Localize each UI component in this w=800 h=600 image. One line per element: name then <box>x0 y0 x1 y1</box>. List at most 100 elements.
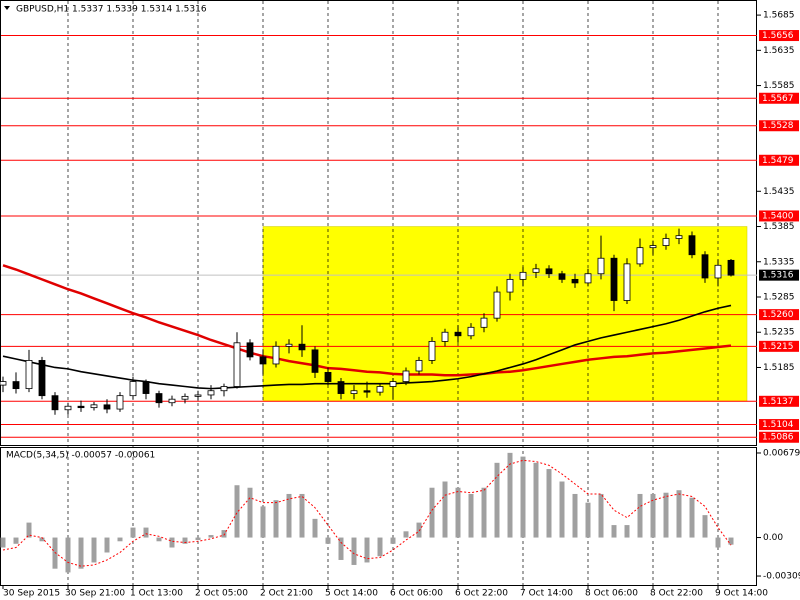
macd-bar <box>104 537 110 553</box>
candle-body <box>545 268 553 275</box>
level-label: 1.5215 <box>762 342 794 352</box>
y-tick-label: 1.5635 <box>763 46 795 56</box>
y-tick-label: 1.5335 <box>763 257 795 267</box>
macd-bar <box>429 487 435 538</box>
candle-body <box>51 395 59 411</box>
macd-bar <box>338 537 344 560</box>
macd-bar <box>156 537 162 542</box>
candle-body <box>25 360 33 390</box>
macd-bar <box>494 462 500 538</box>
macd-bar <box>390 537 396 544</box>
level-label: 1.5137 <box>762 397 794 407</box>
macd-bar <box>533 462 539 538</box>
macd-bar <box>312 518 318 538</box>
macd-bar <box>507 452 513 538</box>
macd-bar <box>455 487 461 538</box>
macd-bar <box>299 493 305 538</box>
candle-body <box>428 340 436 361</box>
candle-body <box>220 386 228 392</box>
candle-body <box>38 360 46 397</box>
macd-bar <box>689 497 695 538</box>
macd-bar <box>403 531 409 538</box>
y-tick-label: 0.00 <box>763 533 783 543</box>
macd-bar <box>663 492 669 538</box>
macd-bar <box>325 537 331 544</box>
macd-bar <box>611 525 617 538</box>
macd-bar <box>0 537 6 548</box>
candle-body <box>350 390 358 394</box>
candle-body <box>155 393 163 404</box>
current-price-box <box>759 269 799 281</box>
macd-bar <box>260 506 266 538</box>
level-label: 1.5656 <box>762 31 794 41</box>
macd-bar <box>143 527 149 538</box>
level-label: 1.5528 <box>762 121 794 131</box>
macd-bar <box>377 537 383 557</box>
level-label-box <box>759 309 799 321</box>
x-tick-label: 6 Oct 22:00 <box>455 589 508 599</box>
level-label: 1.5086 <box>762 433 794 443</box>
price-panel-frame <box>0 0 757 446</box>
candle-body <box>441 331 449 342</box>
y-tick-label: 1.5585 <box>763 81 795 91</box>
x-tick-label: 2 Oct 05:00 <box>195 589 248 599</box>
candle-body <box>337 381 345 394</box>
y-tick-label: -0.00309 <box>763 572 800 582</box>
level-label: 1.5260 <box>762 310 794 320</box>
macd-bar <box>585 502 591 538</box>
macd-bar <box>169 537 175 548</box>
candle-body <box>129 381 137 397</box>
candle-body <box>324 372 332 382</box>
level-label: 1.5567 <box>762 94 794 104</box>
level-label-box <box>759 30 799 42</box>
candle-body <box>662 238 670 246</box>
macd-bar <box>65 537 71 573</box>
candle-body <box>402 370 410 382</box>
macd-bar <box>637 493 643 538</box>
y-tick-label: 1.5185 <box>763 363 795 373</box>
candle-body <box>623 263 631 301</box>
x-tick-label: 8 Oct 06:00 <box>585 589 638 599</box>
candle-body <box>727 259 735 276</box>
x-tick-label: 2 Oct 21:00 <box>260 589 313 599</box>
macd-bar <box>702 515 708 538</box>
macd-bar <box>286 493 292 538</box>
candle-body <box>64 405 72 411</box>
candle-body <box>480 317 488 328</box>
macd-bar <box>26 522 32 538</box>
candle-body <box>376 386 384 393</box>
candle-body <box>519 271 527 280</box>
x-tick-label: 8 Oct 22:00 <box>650 589 703 599</box>
x-tick-label: 5 Oct 14:00 <box>325 589 378 599</box>
candle-body <box>493 291 501 319</box>
candle-body <box>688 235 696 256</box>
candle-body <box>675 235 683 239</box>
x-tick-label: 7 Oct 14:00 <box>520 589 573 599</box>
candle-body <box>77 405 85 409</box>
candle-body <box>298 343 306 351</box>
candle-body <box>285 343 293 347</box>
macd-bar <box>247 487 253 538</box>
candle-body <box>311 349 319 373</box>
moving-average <box>2 264 732 377</box>
macd-bar <box>208 535 214 538</box>
macd-title: MACD(5,34,5) -0.00057 -0.00061 <box>6 451 155 461</box>
macd-bar <box>117 537 123 542</box>
y-tick-label: 1.5435 <box>763 187 795 197</box>
candle-body <box>103 404 111 410</box>
candle-body <box>597 257 605 275</box>
candle-body <box>90 404 98 409</box>
candle-body <box>532 268 540 273</box>
level-label-box <box>759 154 799 166</box>
candle-body <box>246 342 254 358</box>
macd-bar <box>91 537 97 563</box>
macd-bar <box>182 537 188 544</box>
candle-body <box>168 398 176 404</box>
macd-bar <box>481 487 487 538</box>
macd-bar <box>234 485 240 538</box>
candle-body <box>116 395 124 410</box>
macd-bar <box>468 493 474 538</box>
macd-bar <box>728 537 734 545</box>
macd-bar <box>546 469 552 538</box>
